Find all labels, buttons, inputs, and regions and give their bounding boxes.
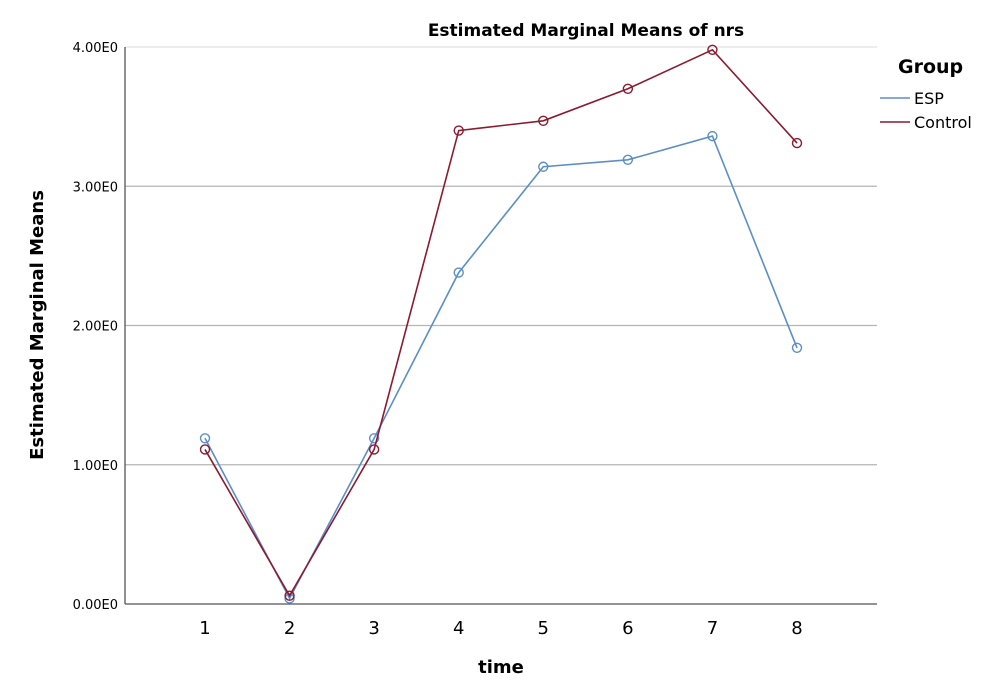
series-line	[204, 48, 798, 598]
gridlines	[125, 46, 877, 466]
legend: Group ESP Control	[880, 56, 972, 132]
data-point-marker	[453, 267, 464, 278]
data-point-marker	[707, 44, 718, 55]
data-point-marker	[538, 161, 549, 172]
series-esp	[199, 130, 803, 604]
data-series	[199, 44, 803, 604]
y-axis-ticks: 0.00E0 1.00E0 2.00E0 3.00E0 4.00E0	[73, 41, 118, 613]
x-axis-ticks: 1 2 3 4 5 6 7 8	[199, 618, 802, 639]
legend-item-label: Control	[914, 113, 972, 132]
data-point-marker	[284, 593, 295, 604]
chart-title: Estimated Marginal Means of nrs	[428, 21, 744, 41]
x-axis-label: time	[478, 657, 524, 678]
y-tick-label: 0.00E0	[73, 598, 118, 613]
y-tick-label: 2.00E0	[73, 320, 118, 335]
y-tick-label: 4.00E0	[73, 41, 118, 56]
data-point-marker	[368, 433, 380, 444]
data-point-marker	[199, 444, 211, 455]
x-tick-label: 3	[368, 618, 379, 639]
y-tick-label: 3.00E0	[73, 180, 118, 195]
data-point-marker	[538, 115, 549, 127]
x-tick-label: 7	[707, 618, 718, 639]
x-tick-label: 6	[622, 618, 633, 639]
x-tick-label: 2	[284, 618, 295, 639]
x-tick-label: 8	[791, 618, 802, 639]
data-point-marker	[199, 433, 211, 444]
data-point-marker	[791, 137, 803, 149]
x-tick-label: 5	[538, 618, 549, 639]
data-point-marker	[707, 130, 718, 142]
x-tick-label: 4	[453, 618, 464, 639]
y-tick-label: 1.00E0	[73, 459, 118, 474]
x-tick-label: 1	[199, 618, 210, 639]
series-line	[204, 135, 798, 601]
data-point-marker	[791, 342, 803, 353]
data-point-marker	[368, 444, 380, 455]
data-point-marker	[622, 154, 634, 165]
data-point-marker	[284, 590, 295, 601]
legend-item-label: ESP	[914, 89, 944, 108]
data-point-marker	[453, 125, 464, 136]
series-control	[199, 44, 803, 601]
y-axis-label: Estimated Marginal Means	[27, 190, 48, 460]
legend-title: Group	[898, 56, 963, 78]
data-point-marker	[622, 83, 634, 94]
